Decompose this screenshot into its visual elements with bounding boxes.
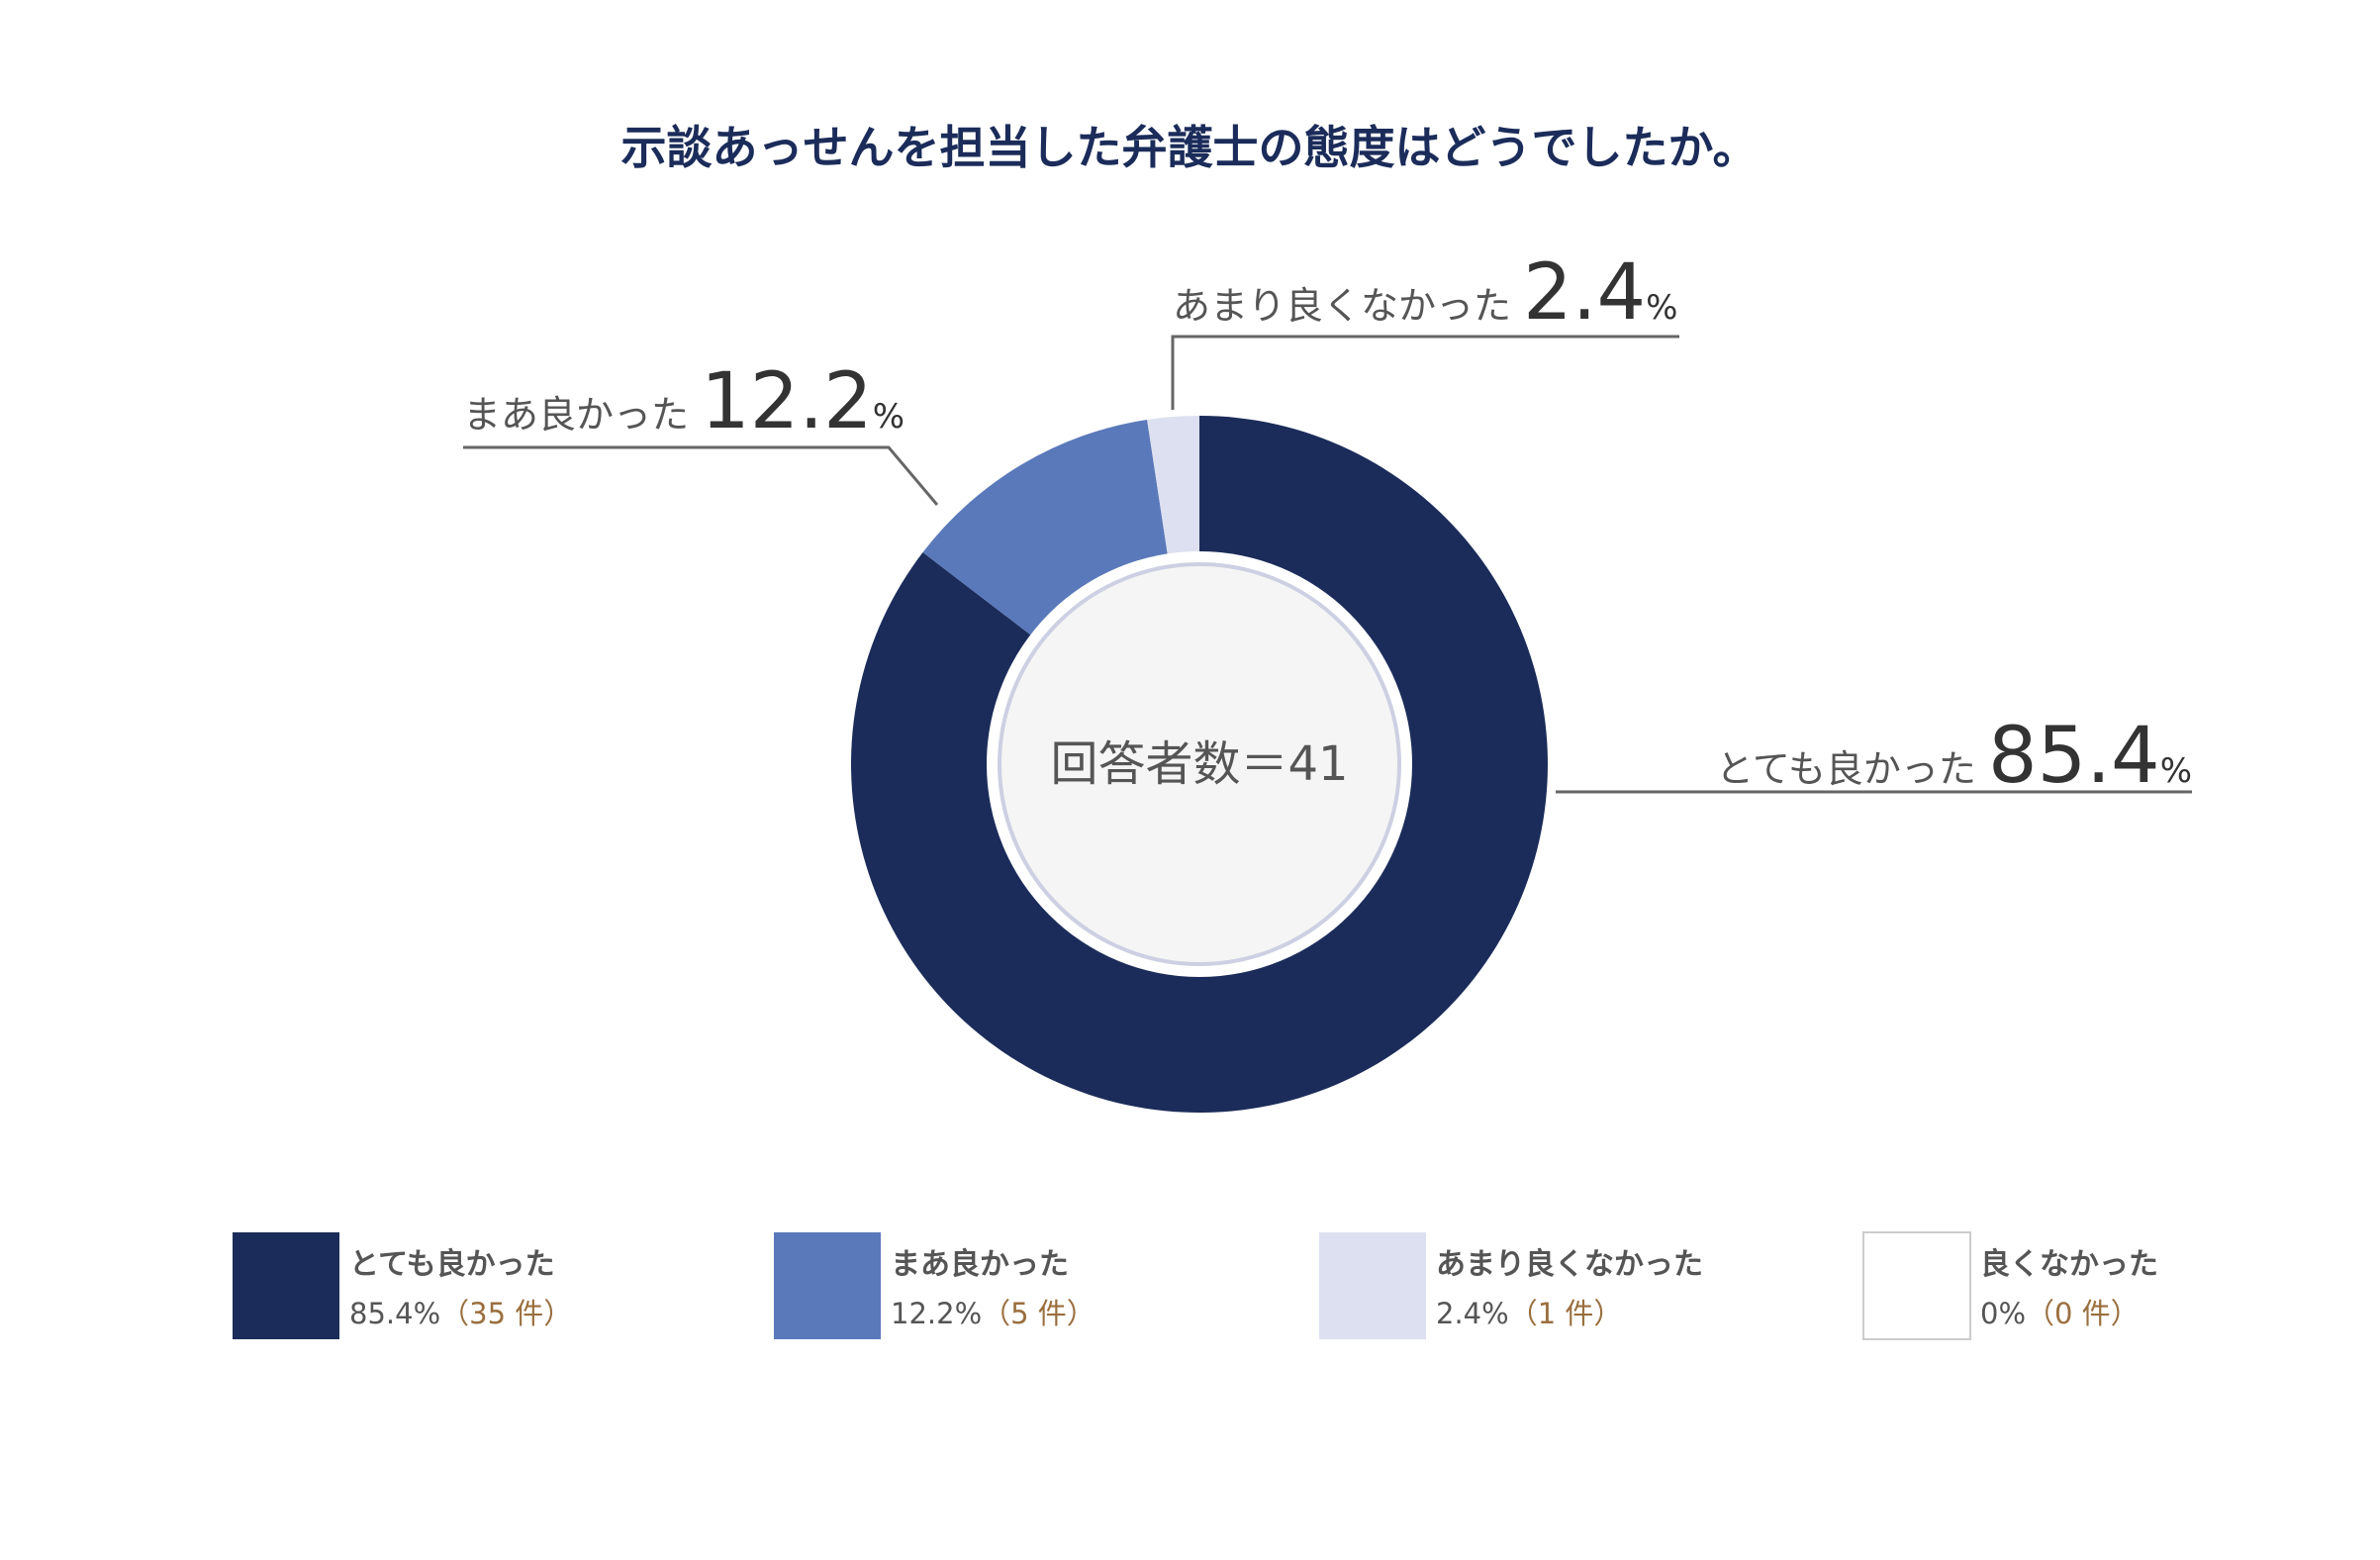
legend-count: （35 件）: [440, 1297, 572, 1330]
callout-value: 2.4: [1523, 248, 1646, 338]
legend-item-not-very-good: あまり良くなかった 2.4%（1 件）: [1319, 1232, 1703, 1339]
legend-label: 良くなかった: [1980, 1247, 2158, 1282]
donut-slices: [851, 416, 1549, 1113]
callout-fairly-good: まあ良かった 12.2%: [463, 357, 939, 506]
leader-line: [1171, 335, 1679, 410]
callout-unit: %: [2160, 751, 2192, 791]
legend-value: 0%（0 件）: [1980, 1297, 2140, 1330]
callout-text: あまり良くなかった 2.4%: [1173, 248, 1677, 338]
legend-swatch: [1862, 1231, 1971, 1340]
legend-percent: 2.4%: [1436, 1297, 1509, 1330]
legend-value: 85.4%（35 件）: [349, 1297, 572, 1330]
legend-swatch: [233, 1232, 339, 1339]
legend: とても良かった 85.4%（35 件） まあ良かった 12.2%（5 件） あまり良くな…: [233, 1231, 2158, 1340]
slice-fairly-good: [922, 419, 1169, 638]
callout-text: まあ良かった 12.2%: [463, 357, 904, 446]
callout-label: とても良かった: [1716, 747, 1988, 791]
legend-label: とても良かった: [349, 1247, 555, 1282]
legend-swatch: [774, 1232, 881, 1339]
callout-very-good: とても良かった 85.4%: [1556, 712, 2192, 801]
legend-percent: 0%: [1980, 1297, 2026, 1330]
chart-title: 示談あっせんを担当した弁護士の態度はどうでしたか。: [620, 121, 1758, 174]
callout-not-very-good: あまり良くなかった 2.4%: [1171, 248, 1679, 410]
center-label: 回答者数＝41: [1050, 736, 1348, 792]
center-circle: 回答者数＝41: [987, 551, 1412, 977]
legend-count: （0 件）: [2026, 1297, 2140, 1330]
legend-percent: 85.4%: [349, 1297, 440, 1330]
callout-label: まあ良かった: [463, 393, 701, 437]
legend-item-fairly-good: まあ良かった 12.2%（5 件）: [774, 1232, 1095, 1339]
legend-value: 12.2%（5 件）: [891, 1297, 1095, 1330]
leader-line: [463, 445, 939, 506]
legend-label: あまり良くなかった: [1436, 1247, 1703, 1282]
center-disc: [998, 562, 1401, 966]
legend-label: まあ良かった: [891, 1247, 1069, 1282]
slice-not-very-good: [1147, 416, 1199, 559]
legend-item-very-good: とても良かった 85.4%（35 件）: [233, 1232, 572, 1339]
callout-text: とても良かった 85.4%: [1716, 712, 2192, 801]
legend-percent: 12.2%: [891, 1297, 982, 1330]
callouts: とても良かった 85.4%まあ良かった 12.2%あまり良くなかった 2.4%: [463, 248, 2192, 801]
legend-value: 2.4%（1 件）: [1436, 1297, 1622, 1330]
callout-value: 12.2: [701, 357, 873, 446]
legend-count: （1 件）: [1509, 1297, 1623, 1330]
legend-item-not-good: 良くなかった 0%（0 件）: [1862, 1231, 2158, 1340]
callout-unit: %: [1646, 288, 1677, 328]
callout-value: 85.4: [1988, 712, 2160, 801]
callout-label: あまり良くなかった: [1173, 284, 1523, 328]
slice-very-good: [851, 416, 1549, 1113]
legend-count: （5 件）: [982, 1297, 1095, 1330]
callout-unit: %: [873, 397, 904, 437]
legend-swatch: [1319, 1232, 1426, 1339]
